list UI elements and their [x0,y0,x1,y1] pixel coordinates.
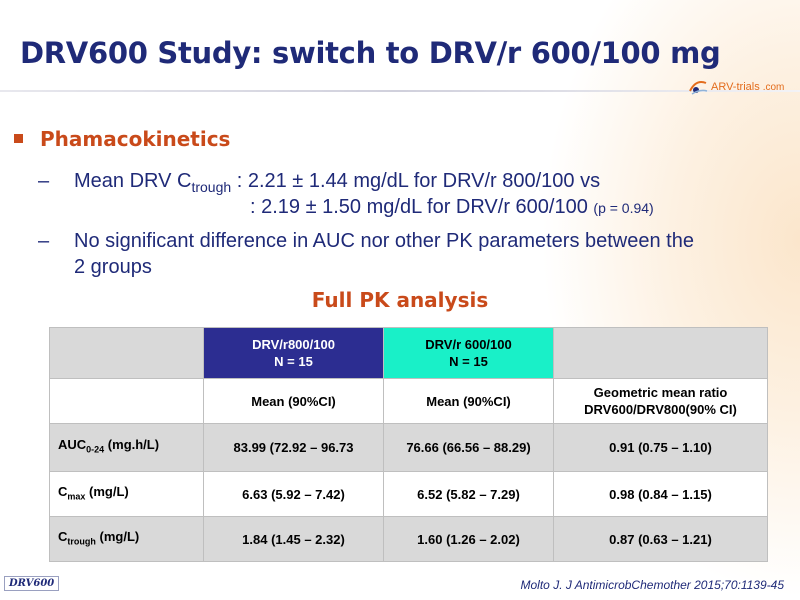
bullet1-line2: : 2.19 ± 1.50 mg/dL for DRV/r 600/100 [250,196,588,218]
cell-cmax-ratio: 0.98 (0.84 – 1.15) [553,471,768,517]
group2-name: DRV/r 600/100 [425,337,512,352]
col3-header-line2: DRV600/DRV800(90% CI) [584,402,737,417]
cell-ctrough-800: 1.84 (1.45 – 2.32) [203,516,384,562]
bullet-ctrough-line2: : 2.19 ± 1.50 mg/dL for DRV/r 600/100 (p… [250,196,654,219]
row-label-auc: AUC0-24 (mg.h/L) [49,423,204,472]
group1-header: DRV/r800/100 N = 15 [203,327,384,379]
table-row: AUC0-24 (mg.h/L) 83.99 (72.92 – 96.73 76… [49,423,768,472]
bullet1-sub: trough [191,179,232,195]
cell-auc-800: 83.99 (72.92 – 96.73 [203,423,384,472]
bullet1-rest: : 2.21 ± 1.44 mg/dL for DRV/r 800/100 vs [231,170,601,192]
dash-bullet: – [38,230,50,252]
cell-ctrough-600: 1.60 (1.26 – 2.02) [383,516,554,562]
group2-header: DRV/r 600/100 N = 15 [383,327,554,379]
table-subheader-row: Mean (90%CI) Mean (90%CI) Geometric mean… [49,378,768,424]
bullet-ctrough-line1: Mean DRV Ctrough : 2.21 ± 1.44 mg/dL for… [74,170,600,195]
table-row: Ctrough (mg/L) 1.84 (1.45 – 2.32) 1.60 (… [49,516,768,562]
logo-text: ARV-trials [711,81,760,93]
slide-title: DRV600 Study: switch to DRV/r 600/100 mg [20,36,721,70]
arv-trials-logo-icon [689,81,708,95]
arv-trials-logo: ARV-trials .com [688,76,784,98]
col3-header-line1: Geometric mean ratio [593,385,728,400]
dash-bullet: – [38,170,50,192]
square-bullet-icon [14,134,23,143]
col2-header: Mean (90%CI) [383,378,554,424]
cell-auc-ratio: 0.91 (0.75 – 1.10) [553,423,768,472]
ratio-header-blank [553,327,768,379]
group1-name: DRV/r800/100 [252,337,335,352]
row-label-ctrough: Ctrough (mg/L) [49,516,204,562]
footer-reference: Molto J. J AntimicrobChemother 2015;70:1… [520,578,784,592]
cell-cmax-800: 6.63 (5.92 – 7.42) [203,471,384,517]
p-value: (p = 0.94) [593,200,654,216]
bullet-auc-line1: No significant difference in AUC nor oth… [74,230,694,252]
bullet-auc-line2: 2 groups [74,256,152,278]
subheader-blank [49,378,204,424]
table-title: Full PK analysis [311,288,489,312]
table-corner-cell [49,327,204,379]
footer-badge: DRV600 [4,576,60,591]
table-row: Cmax (mg/L) 6.63 (5.92 – 7.42) 6.52 (5.8… [49,471,768,517]
logo-domain: .com [762,81,785,93]
group1-n: N = 15 [274,354,313,369]
col3-header: Geometric mean ratio DRV600/DRV800(90% CI… [553,378,768,424]
cell-ctrough-ratio: 0.87 (0.63 – 1.21) [553,516,768,562]
table-header-row: DRV/r800/100 N = 15 DRV/r 600/100 N = 15 [49,327,768,379]
group2-n: N = 15 [449,354,488,369]
cell-cmax-600: 6.52 (5.82 – 7.29) [383,471,554,517]
bullet1-prefix: Mean DRV C [74,170,192,192]
cell-auc-600: 76.66 (66.56 – 88.29) [383,423,554,472]
row-label-cmax: Cmax (mg/L) [49,471,204,517]
title-divider [0,90,800,92]
col1-header: Mean (90%CI) [203,378,384,424]
pk-table: DRV/r800/100 N = 15 DRV/r 600/100 N = 15 M… [49,327,768,562]
section-heading: Phamacokinetics [40,127,231,151]
